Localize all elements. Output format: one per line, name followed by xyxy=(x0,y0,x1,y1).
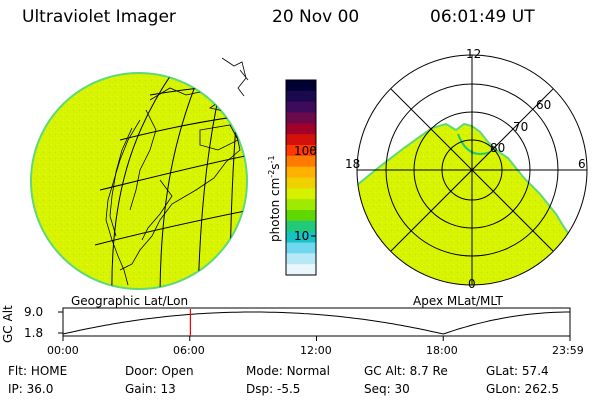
colorbar-swatch xyxy=(286,199,316,211)
altitude-timeline xyxy=(58,307,571,337)
colorbar-swatch xyxy=(286,90,316,103)
timeline-ytick-min: 1.8 xyxy=(24,326,44,340)
mlt-label-18: 18 xyxy=(345,157,361,171)
status-glat: GLat: 57.4 xyxy=(486,364,549,378)
status-dsp: Dsp: -5.5 xyxy=(246,382,301,396)
status-seq: Seq: 30 xyxy=(364,382,410,396)
timeline-xtick-1800: 18:00 xyxy=(426,344,458,357)
mlt-label-6: 6 xyxy=(578,157,586,171)
mlat-label-60: 60 xyxy=(536,98,552,112)
colorbar-swatch xyxy=(286,210,316,222)
colorbar-swatch xyxy=(286,264,316,276)
status-door: Door: Open xyxy=(125,364,194,378)
instrument-title: Ultraviolet Imager xyxy=(22,7,176,27)
colorbar-swatch xyxy=(286,112,316,124)
colorbar-unit: photon cm-2s-1 xyxy=(267,155,282,242)
mlt-label-0: 0 xyxy=(468,277,476,291)
colorbar-swatch xyxy=(286,188,316,200)
auroral-arc xyxy=(457,133,491,155)
colorbar-frame xyxy=(285,79,317,276)
status-gc-alt: GC Alt: 8.7 Re xyxy=(364,364,448,378)
colorbar-swatch xyxy=(286,231,316,243)
mlat-label-80: 80 xyxy=(490,141,506,155)
status-flight: Flt: HOME xyxy=(8,364,68,378)
status-mode: Mode: Normal xyxy=(246,364,330,378)
colorbar-swatch xyxy=(286,166,316,178)
geographic-image xyxy=(30,57,249,290)
status-gain: Gain: 13 xyxy=(125,382,176,396)
altitude-curve xyxy=(62,311,570,335)
timeline-ylabel: GC Alt xyxy=(1,305,15,343)
status-ip: IP: 36.0 xyxy=(8,382,54,396)
color-bar xyxy=(285,79,317,276)
timeline-xtick-1200: 12:00 xyxy=(300,344,332,357)
timeline-xtick-2359: 23:59 xyxy=(552,344,584,357)
mlt-label-12: 12 xyxy=(466,47,482,61)
timeline-xtick-0600: 06:00 xyxy=(173,344,205,357)
date-label: 20 Nov 00 xyxy=(272,7,360,27)
colorbar-tick-100: 100 xyxy=(294,144,317,158)
colorbar-swatch xyxy=(286,101,316,113)
colorbar-tick-10: 10 xyxy=(294,229,310,243)
polar-grid xyxy=(356,54,588,286)
colorbar-swatch xyxy=(286,155,316,168)
colorbar-swatch xyxy=(286,80,316,92)
colorbar-swatch xyxy=(286,123,316,135)
colorbar-swatch xyxy=(286,220,316,233)
timeline-xtick-0000: 00:00 xyxy=(47,344,79,357)
colorbar-swatch xyxy=(286,134,316,146)
polar-panel-label: Apex MLat/MLT xyxy=(413,294,503,308)
geo-panel-label: Geographic Lat/Lon xyxy=(71,294,189,308)
time-label: 06:01:49 UT xyxy=(430,7,535,27)
colorbar-swatch xyxy=(286,177,316,189)
mlat-label-70: 70 xyxy=(513,120,529,134)
colorbar-swatch xyxy=(286,242,316,254)
geo-coast-overflow xyxy=(221,57,249,97)
timeline-frame xyxy=(62,307,571,337)
status-glon: GLon: 262.5 xyxy=(486,382,559,396)
timeline-ytick-max: 9.0 xyxy=(24,305,44,319)
colorbar-swatch xyxy=(286,253,316,265)
colorbar-swatch xyxy=(286,145,316,157)
